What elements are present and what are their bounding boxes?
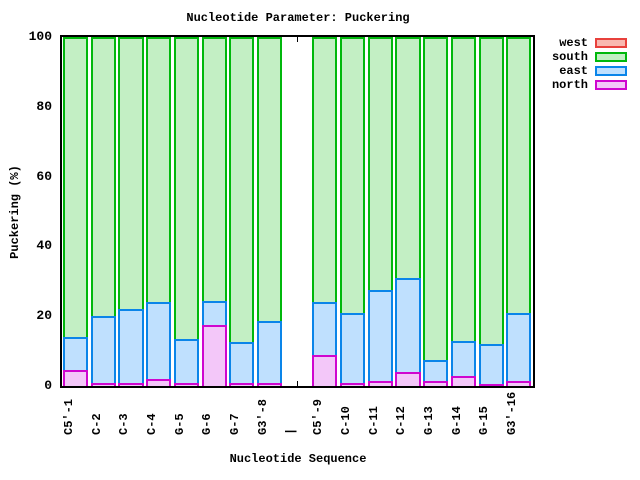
x-tick-label-C5'-9: C5'-9 [311, 398, 326, 435]
bar-segment-G3'-8-south [256, 37, 283, 322]
y-tick-label-40: 40 [36, 238, 52, 254]
bar-segment-C-12-north [395, 372, 421, 386]
legend-label-south: south [551, 50, 588, 64]
bar-segment-C5'-9-north [312, 354, 338, 386]
bar-segment-C5'-9-east [312, 302, 338, 355]
separator-top-tick [297, 37, 298, 42]
y-tick-label-20: 20 [36, 308, 52, 324]
bar-segment-G-5-north [173, 382, 199, 386]
bar-segment-C-4-north [146, 379, 172, 386]
x-tick-label-G3'-8: G3'-8 [255, 398, 270, 435]
x-tick-label-G-7: G-7 [228, 413, 243, 435]
bar-segment-C-11-south [367, 37, 393, 291]
bar-segment-C-12-south [395, 37, 421, 278]
bar-segment-G-13-south [423, 37, 449, 360]
plot-area [60, 35, 535, 388]
bar-segment-C-10-east [340, 312, 366, 383]
bar-segment-G-5-south [173, 37, 199, 339]
legend: west south east north [540, 36, 627, 92]
bar-segment-G-14-north [450, 375, 476, 386]
bar-segment-C5'-1-east [63, 337, 89, 371]
x-tick-label-C-4: C-4 [144, 413, 159, 435]
legend-row-west: west [540, 36, 627, 50]
bar-segment-G-15-north [478, 384, 504, 386]
bar-segment-G-7-north [229, 382, 255, 386]
x-tick-label-G-6: G-6 [200, 413, 215, 435]
legend-label-west: west [559, 36, 588, 50]
y-tick-label-100: 100 [28, 29, 52, 44]
bar-segment-C-11-east [367, 290, 393, 381]
x-tick-label-C-2: C-2 [89, 413, 104, 435]
x-tick-label-C-12: C-12 [394, 406, 409, 435]
bar-segment-G-5-east [173, 338, 199, 383]
bar-segment-C-3-north [118, 382, 144, 386]
x-tick-label-C5'-1: C5'-1 [61, 398, 76, 435]
bar-segment-C5'-1-north [63, 370, 89, 386]
bar-segment-C-2-south [90, 37, 116, 317]
bar-segment-G-6-south [201, 37, 227, 301]
bar-segment-C-3-east [118, 309, 144, 383]
separator-bottom-tick [297, 381, 298, 386]
y-tick-label-0: 0 [44, 378, 52, 393]
legend-row-south: south [540, 50, 627, 64]
bar-segment-C-10-south [340, 37, 366, 313]
bar-segment-C-12-east [395, 277, 421, 373]
legend-row-east: east [540, 64, 627, 78]
bar-segment-C-2-east [90, 316, 116, 383]
bar-segment-G-14-east [450, 340, 476, 376]
legend-swatch-south [595, 52, 627, 62]
bar-segment-C-2-north [90, 382, 116, 386]
bar-segment-C-4-south [146, 37, 172, 303]
bar-segment-G3'-16-north [506, 380, 532, 386]
bar-segment-G3'-8-east [256, 321, 283, 383]
x-tick-label-G-13: G-13 [422, 406, 437, 435]
bar-segment-G3'-8-north [256, 382, 283, 386]
chart-title: Nucleotide Parameter: Puckering [186, 11, 410, 25]
bar-segment-G3'-16-south [506, 37, 532, 313]
x-tick-label-G-5: G-5 [172, 413, 187, 435]
legend-row-north: north [540, 78, 627, 92]
bar-segment-C-4-east [146, 302, 172, 380]
x-tick-label-C-10: C-10 [338, 406, 353, 435]
x-tick-label-C-11: C-11 [366, 406, 381, 435]
legend-swatch-north [595, 80, 627, 90]
x-tick-label-G-15: G-15 [477, 406, 492, 435]
bar-segment-G-6-east [201, 300, 227, 325]
legend-label-east: east [559, 64, 588, 78]
bar-segment-C-10-north [340, 382, 366, 386]
bar-segment-G-7-south [229, 37, 255, 343]
bar-segment-G-15-south [478, 37, 504, 345]
y-tick-label-80: 80 [36, 98, 52, 114]
legend-label-north: north [551, 78, 588, 92]
legend-swatch-west [595, 38, 627, 48]
bar-segment-C5'-9-south [312, 37, 338, 303]
x-tick-label-G-14: G-14 [449, 406, 464, 435]
bar-segment-G-7-east [229, 342, 255, 383]
x-tick-label-|: | [283, 427, 298, 435]
bar-segment-G3'-16-east [506, 312, 532, 381]
bar-segment-C-11-north [367, 380, 393, 386]
y-tick-label-60: 60 [36, 168, 52, 184]
bar-segment-G-15-east [478, 344, 504, 385]
bar-segment-C5'-1-south [63, 37, 89, 338]
bar-segment-G-6-north [201, 324, 227, 386]
bar-segment-G-13-east [423, 359, 449, 381]
bar-segment-G-13-north [423, 380, 449, 386]
x-tick-label-C-3: C-3 [117, 413, 132, 435]
y-axis-label: Puckering (%) [8, 165, 22, 259]
legend-swatch-east [595, 66, 627, 76]
x-axis-label: Nucleotide Sequence [229, 452, 367, 466]
x-tick-label-G3'-16: G3'-16 [505, 391, 520, 435]
bar-segment-C-3-south [118, 37, 144, 310]
bar-segment-G-14-south [450, 37, 476, 341]
